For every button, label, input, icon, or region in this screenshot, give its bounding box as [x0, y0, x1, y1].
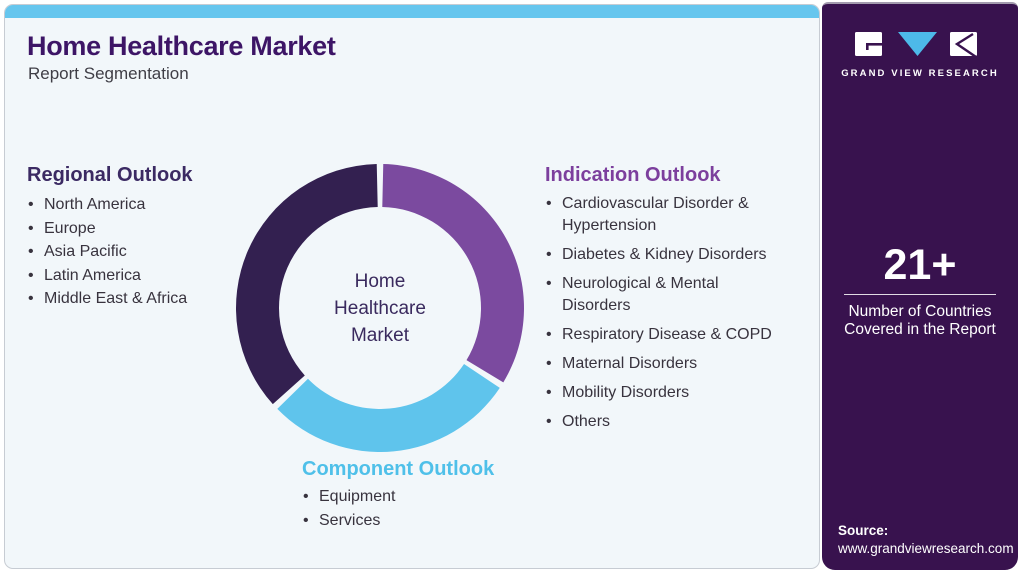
component-outlook-list: Equipment Services: [302, 485, 502, 532]
source-block: Source: www.grandviewresearch.com: [838, 522, 1014, 557]
list-item: Services: [302, 509, 502, 533]
indication-outlook-heading: Indication Outlook: [545, 164, 721, 186]
source-label: Source:: [838, 523, 889, 538]
main-panel: Home Healthcare Market Report Segmentati…: [4, 4, 820, 569]
list-item: Others: [545, 411, 807, 433]
countries-stat: 21+ Number of Countries Covered in the R…: [822, 242, 1018, 339]
stat-divider: [844, 294, 996, 295]
regional-outlook-list: North America Europe Asia Pacific Latin …: [27, 193, 257, 311]
list-item: Neurological & Mental Disorders: [545, 273, 807, 317]
list-item: Asia Pacific: [27, 240, 257, 264]
list-item: Europe: [27, 217, 257, 241]
gvr-logo-text: GRAND VIEW RESEARCH: [841, 68, 999, 79]
donut-segment-component-outlook: [277, 364, 500, 452]
list-item: Diabetes & Kidney Disorders: [545, 244, 807, 266]
logo-r-block: [950, 32, 977, 56]
page-subtitle: Report Segmentation: [28, 64, 189, 83]
indication-outlook-list: Cardiovascular Disorder & Hypertension D…: [545, 193, 807, 440]
list-item: Mobility Disorders: [545, 382, 807, 404]
donut-segment-regional-outlook: [236, 164, 378, 405]
logo-r-leg: [954, 32, 980, 60]
page-title: Home Healthcare Market: [27, 31, 336, 61]
donut-chart: Home Healthcare Market: [236, 164, 524, 452]
logo-g-slot: [866, 43, 882, 46]
top-accent-bar: [5, 5, 819, 18]
sidebar: GRAND VIEW RESEARCH 21+ Number of Countr…: [822, 2, 1018, 570]
component-outlook-heading: Component Outlook: [302, 458, 495, 480]
list-item: Cardiovascular Disorder & Hypertension: [545, 193, 807, 237]
logo-v-triangle: [898, 32, 937, 56]
gvr-logo-mark: [855, 32, 980, 60]
list-item: Maternal Disorders: [545, 353, 807, 375]
list-item: Equipment: [302, 485, 502, 509]
countries-count: 21+: [883, 241, 957, 289]
countries-label: Number of Countries Covered in the Repor…: [844, 303, 996, 338]
donut-chart-svg: [236, 164, 524, 452]
gvr-logo: GRAND VIEW RESEARCH: [822, 30, 1018, 79]
list-item: Latin America: [27, 264, 257, 288]
list-item: North America: [27, 193, 257, 217]
list-item: Middle East & Africa: [27, 287, 257, 311]
source-url: www.grandviewresearch.com: [838, 541, 1014, 556]
regional-outlook-heading: Regional Outlook: [27, 164, 193, 186]
list-item: Respiratory Disease & COPD: [545, 324, 807, 346]
logo-g-stub: [866, 43, 869, 50]
donut-segment-indication-outlook: [382, 164, 524, 383]
